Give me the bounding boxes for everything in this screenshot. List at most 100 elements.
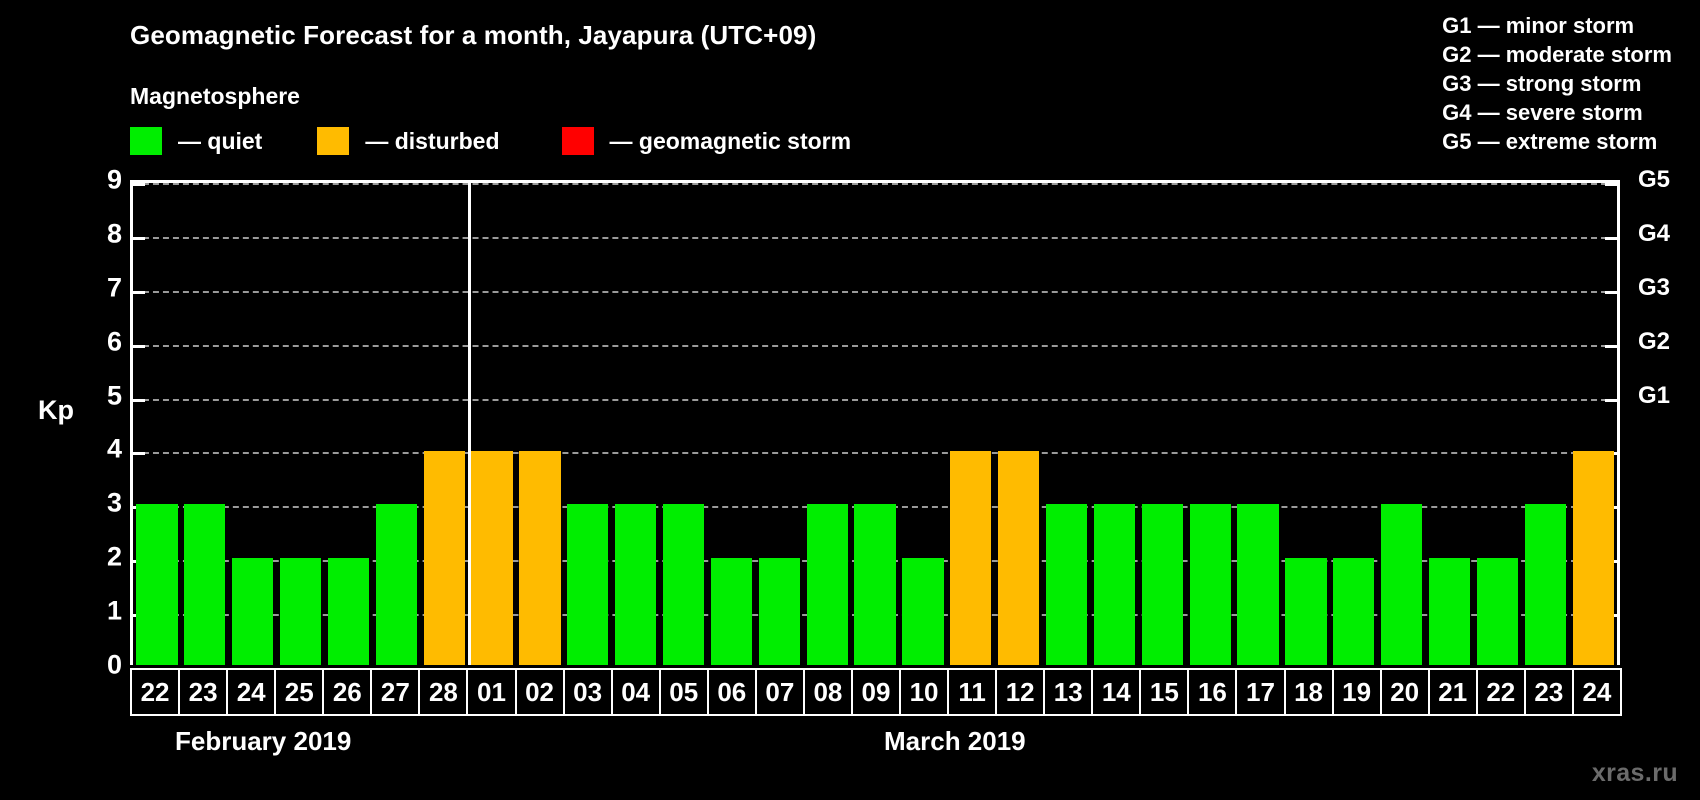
date-label-5[interactable]: 27 (370, 668, 421, 716)
g-scale-row-g5: G5 — extreme storm (1442, 129, 1658, 154)
legend-label-quiet: — quiet (178, 127, 263, 154)
date-label-7[interactable]: 01 (466, 668, 517, 716)
date-label-27[interactable]: 21 (1427, 668, 1478, 716)
bar-07 (758, 557, 800, 665)
date-label-17[interactable]: 11 (947, 668, 998, 716)
bar-15 (1141, 504, 1183, 665)
magnetosphere-label: Magnetosphere (130, 83, 300, 109)
date-label-10[interactable]: 04 (610, 668, 661, 716)
plot-area (130, 180, 1620, 665)
legend-label-storm: — geomagnetic storm (609, 127, 852, 154)
date-label-11[interactable]: 05 (658, 668, 709, 716)
date-axis: 22 23 24 25 26 27 28 01 02 03 04 05 06 07 08 09 10 11 12 13… (130, 668, 1622, 716)
bar-cell (899, 183, 947, 665)
bar-10 (902, 557, 944, 665)
axis-tick-right-kp-8 (1605, 236, 1617, 240)
watermark: xras.ru (1591, 759, 1678, 787)
y-axis-title: Kp (38, 395, 74, 425)
date-label-29[interactable]: 23 (1523, 668, 1574, 716)
g-scale-row-g3: G3 — strong storm (1442, 71, 1642, 96)
y-tick-label-9: 9 (106, 164, 122, 195)
axis-tick-left-kp-9 (133, 183, 145, 186)
bar-26 (327, 557, 370, 665)
bar-cell (755, 183, 803, 665)
bar-22 (136, 504, 178, 665)
bar-cell (660, 183, 708, 665)
date-label-26[interactable]: 20 (1379, 668, 1430, 716)
bar-17 (1237, 504, 1279, 665)
bar-cell (516, 183, 564, 665)
bar-05 (662, 504, 705, 665)
bar-13 (1045, 504, 1088, 665)
date-label-24[interactable]: 18 (1283, 668, 1334, 716)
date-label-0[interactable]: 22 (130, 668, 181, 716)
bar-cell (325, 183, 373, 665)
bar-cell (1330, 183, 1378, 665)
date-label-14[interactable]: 08 (802, 668, 853, 716)
date-label-13[interactable]: 07 (754, 668, 805, 716)
y-tick-label-5: 5 (106, 380, 122, 411)
gridline-kp-9 (133, 183, 1617, 185)
date-label-2[interactable]: 24 (226, 668, 277, 716)
bar-23 (1524, 504, 1566, 665)
date-label-23[interactable]: 17 (1235, 668, 1286, 716)
bar-cell (229, 183, 277, 665)
g-scale-row-g2: G2 — moderate storm (1442, 42, 1672, 67)
bar-21 (1428, 557, 1471, 665)
bar-cell (277, 183, 325, 665)
bar-11 (950, 450, 992, 665)
y-tick-label-2: 2 (106, 541, 122, 572)
bar-02 (519, 450, 561, 665)
date-label-22[interactable]: 16 (1187, 668, 1238, 716)
date-label-30[interactable]: 24 (1571, 668, 1622, 716)
bar-cell (851, 183, 899, 665)
bar-20 (1381, 504, 1423, 665)
axis-tick-left-kp-4 (133, 452, 145, 456)
bar-cell (1426, 183, 1474, 665)
date-label-3[interactable]: 25 (274, 668, 325, 716)
page-title: Geomagnetic Forecast for a month, Jayapu… (130, 20, 817, 50)
gridline-kp-8 (133, 236, 1617, 239)
date-label-6[interactable]: 28 (418, 668, 469, 716)
bar-cell (1474, 183, 1522, 665)
legend-item-quiet: — quiet (130, 127, 262, 155)
date-label-16[interactable]: 10 (899, 668, 950, 716)
date-label-25[interactable]: 19 (1331, 668, 1382, 716)
date-label-28[interactable]: 22 (1475, 668, 1526, 716)
date-label-19[interactable]: 13 (1043, 668, 1094, 716)
y-tick-label-6: 6 (106, 326, 122, 357)
right-axis-label-g1: G1 (1638, 381, 1671, 409)
legend-swatch-disturbed (317, 127, 350, 155)
bar-cell (468, 183, 516, 665)
month-label-right: March 2019 (884, 726, 1026, 756)
date-label-8[interactable]: 02 (514, 668, 565, 716)
bar-09 (854, 504, 896, 665)
axis-tick-right-kp-7 (1605, 290, 1617, 294)
gridline-kp-4 (133, 452, 1617, 455)
y-tick-label-4: 4 (106, 433, 122, 464)
date-label-9[interactable]: 03 (562, 668, 613, 716)
date-label-4[interactable]: 26 (322, 668, 373, 716)
bar-cell (564, 183, 612, 665)
bar-08 (806, 504, 848, 665)
bar-cell (1569, 183, 1617, 665)
date-label-20[interactable]: 14 (1091, 668, 1142, 716)
date-label-15[interactable]: 09 (850, 668, 901, 716)
legend-swatch-storm (561, 127, 594, 155)
bar-cell (1186, 183, 1234, 665)
bar-cell (181, 183, 229, 665)
bar-cell (1282, 183, 1330, 665)
date-label-1[interactable]: 23 (178, 668, 229, 716)
month-label-left: February 2019 (175, 726, 352, 756)
bar-03 (567, 504, 609, 665)
axis-tick-left-kp-7 (133, 290, 145, 294)
bar-16 (1189, 504, 1231, 665)
month-separator (468, 183, 472, 665)
date-label-12[interactable]: 06 (706, 668, 757, 716)
date-label-18[interactable]: 12 (995, 668, 1046, 716)
bar-28 (423, 450, 465, 665)
gridline-kp-5 (133, 398, 1617, 401)
date-label-21[interactable]: 15 (1139, 668, 1190, 716)
bar-cell (1138, 183, 1186, 665)
